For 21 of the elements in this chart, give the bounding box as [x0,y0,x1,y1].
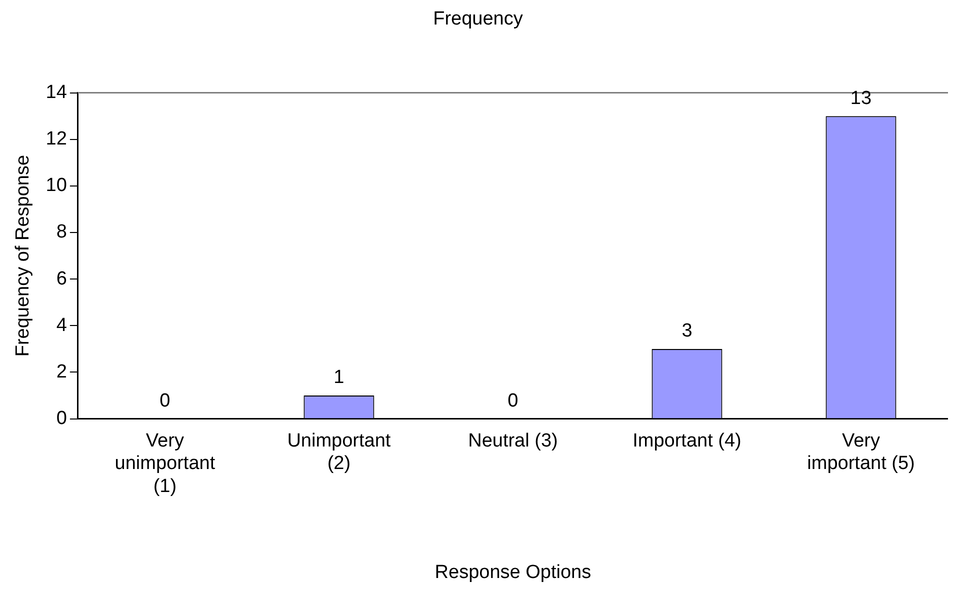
x-tick-label: Very unimportant (1) [114,430,216,498]
data-label: 1 [334,367,344,388]
data-label: 0 [160,390,170,412]
x-tick-label: Very important (5) [807,430,915,474]
y-tick-label: 4 [56,314,68,336]
y-tick-label: 14 [46,82,68,104]
x-tick-label: Neutral (3) [468,430,558,452]
data-label: 0 [508,390,518,412]
data-label: 13 [850,88,872,109]
y-tick-label: 0 [56,408,67,430]
data-label: 3 [682,320,692,342]
y-tick-label: 8 [56,222,67,243]
y-axis-title: Frequency of Response [12,154,34,357]
y-tick-label: 6 [56,268,67,290]
chart-title: Frequency [433,8,524,30]
y-tick-label: 2 [56,361,67,382]
y-tick-label: 12 [46,128,67,150]
x-tick-label: Important (4) [632,430,742,452]
x-axis-title: Response Options [434,562,592,583]
y-tick-label: 10 [46,175,67,196]
x-tick-label: Unimportant (2) [287,430,392,474]
